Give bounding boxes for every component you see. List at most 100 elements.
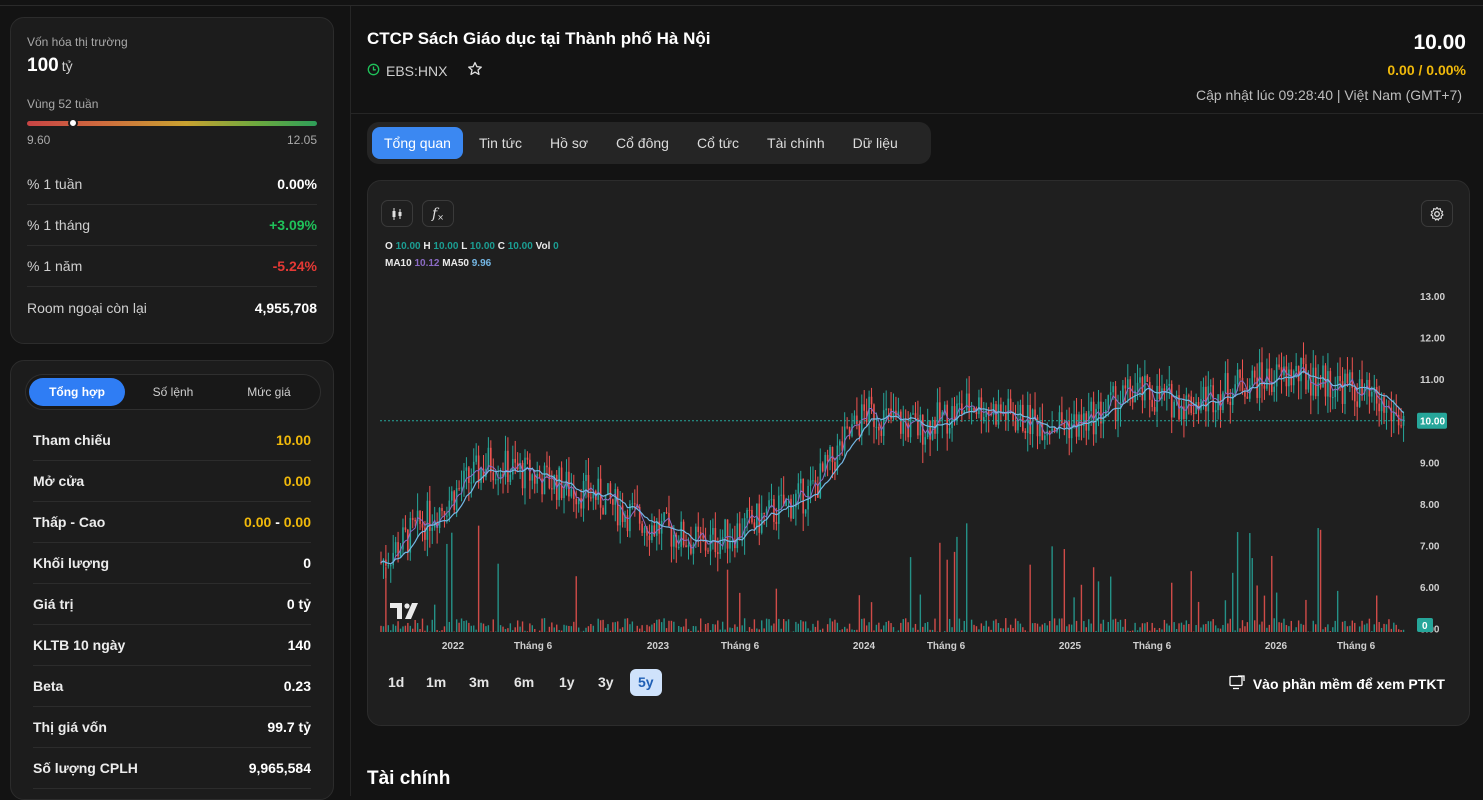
volume-bar xyxy=(1208,621,1209,632)
volume-bar xyxy=(1376,595,1377,632)
volume-bar xyxy=(1396,625,1397,632)
volume-bar xyxy=(734,624,735,632)
volume-bar xyxy=(815,627,816,632)
open-ptkt-link[interactable]: Vào phần mềm để xem PTKT xyxy=(1229,675,1445,693)
tab-dividends[interactable]: Cổ tức xyxy=(685,127,751,159)
volume-bar xyxy=(573,622,574,632)
tab-shareholders[interactable]: Cổ đông xyxy=(604,127,681,159)
volume-bar xyxy=(756,629,757,632)
range-3m[interactable]: 3m xyxy=(461,669,497,696)
stat-value: 4,955,708 xyxy=(255,300,317,316)
indicator-fx-icon[interactable]: f× xyxy=(422,200,454,227)
volume-bar xyxy=(1169,625,1170,632)
volume-bar xyxy=(1037,624,1038,632)
tab-price-levels[interactable]: Mức giá xyxy=(221,378,317,406)
volume-bar xyxy=(1203,625,1204,632)
volume-bar xyxy=(471,626,472,632)
volume-bar xyxy=(1154,628,1155,632)
volume-bar xyxy=(1335,621,1336,632)
volume-bar xyxy=(939,543,940,632)
candle-body xyxy=(1239,370,1241,378)
volume-bar xyxy=(803,621,804,632)
price-chart[interactable]: 13.0012.0011.0010.009.008.007.006.005.00… xyxy=(380,281,1460,661)
volume-bar xyxy=(698,631,699,632)
volume-value: 0 xyxy=(553,241,559,252)
volume-bar xyxy=(1176,629,1177,632)
volume-bar xyxy=(810,631,811,632)
candlestick-icon[interactable] xyxy=(381,200,413,227)
tab-news[interactable]: Tin tức xyxy=(467,127,534,159)
volume-bar xyxy=(641,625,642,632)
candle-body xyxy=(839,441,841,445)
volume-bar xyxy=(1191,571,1192,632)
candle-body xyxy=(602,508,604,515)
volume-bar xyxy=(793,631,794,632)
volume-bar xyxy=(583,631,584,632)
chart-settings-gear-icon[interactable] xyxy=(1421,200,1453,227)
volume-bar xyxy=(1205,624,1206,632)
candle-body xyxy=(1205,387,1207,411)
volume-bar xyxy=(800,620,801,632)
range-6m[interactable]: 6m xyxy=(506,669,542,696)
volume-bar xyxy=(1381,628,1382,632)
candle-body xyxy=(680,522,682,547)
tab-summary[interactable]: Tổng hợp xyxy=(29,378,125,406)
range-1d[interactable]: 1d xyxy=(380,669,412,696)
volume-bar xyxy=(519,627,520,632)
range-3y[interactable]: 3y xyxy=(590,669,622,696)
volume-bar xyxy=(1105,631,1106,632)
range-5y[interactable]: 5y xyxy=(630,669,662,696)
candle-body xyxy=(1181,407,1183,420)
volume-bar xyxy=(1059,619,1060,632)
ma10-label: MA10 xyxy=(385,258,412,269)
tab-overview[interactable]: Tổng quan xyxy=(372,127,463,159)
candle-body xyxy=(724,520,726,538)
candle-body xyxy=(607,483,609,495)
candle-body xyxy=(1208,386,1210,411)
volume-bar xyxy=(805,621,806,632)
volume-bar xyxy=(903,619,904,632)
x-tick-label: Tháng 6 xyxy=(1133,641,1172,652)
volume-bar xyxy=(1049,621,1050,632)
candle-body xyxy=(1073,414,1075,423)
volume-bar xyxy=(959,619,960,632)
volume-bar xyxy=(414,620,415,632)
volume-bar xyxy=(632,621,633,632)
volume-bar xyxy=(634,631,635,632)
volume-bar xyxy=(1403,630,1404,632)
candle-body xyxy=(856,416,858,424)
volume-bar xyxy=(551,622,552,632)
volume-bar xyxy=(1374,624,1375,632)
volume-bar xyxy=(666,628,667,632)
high-value: 0.00 xyxy=(284,514,311,530)
tab-financials[interactable]: Tài chính xyxy=(755,127,837,159)
range-1m[interactable]: 1m xyxy=(418,669,454,696)
volume-bar xyxy=(861,619,862,632)
y-tick-label: 12.00 xyxy=(1420,334,1445,345)
candle-body xyxy=(1203,387,1205,399)
volume-bar xyxy=(1020,624,1021,632)
candle-body xyxy=(490,448,492,473)
tab-orders[interactable]: Số lệnh xyxy=(125,378,221,406)
candle-body xyxy=(780,495,782,496)
candle-body xyxy=(739,523,741,538)
candle-body xyxy=(961,403,963,414)
star-icon[interactable] xyxy=(467,61,483,80)
tab-data[interactable]: Dữ liệu xyxy=(841,127,910,159)
volume-bar xyxy=(466,620,467,632)
volume-bar xyxy=(920,595,921,632)
volume-bar xyxy=(722,622,723,632)
volume-bar xyxy=(717,620,718,632)
candle-body xyxy=(461,487,463,488)
candle-body xyxy=(707,551,709,552)
volume-bar xyxy=(507,628,508,632)
tab-profile[interactable]: Hồ sơ xyxy=(538,127,600,159)
candle-body xyxy=(715,528,717,552)
y-tick-label: 7.00 xyxy=(1420,542,1440,553)
candle-body xyxy=(915,413,917,418)
volume-bar xyxy=(576,576,577,632)
range-1y[interactable]: 1y xyxy=(551,669,583,696)
volume-bar xyxy=(778,619,779,632)
range-52w-marker xyxy=(68,118,78,128)
